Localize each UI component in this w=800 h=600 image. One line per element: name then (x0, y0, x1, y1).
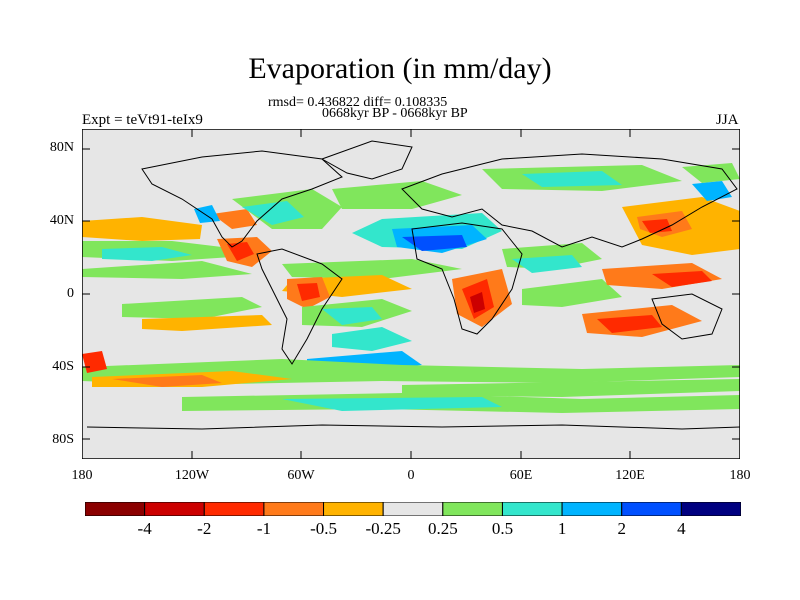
colorbar (85, 502, 741, 516)
lat-label-40s: 40S (52, 359, 74, 374)
colorbar-label: 0.25 (427, 519, 458, 538)
colorbar-label: -0.5 (310, 519, 337, 538)
lon-label-180e: 180 (729, 468, 751, 483)
period-subtitle: 0668kyr BP - 0668kyr BP (322, 106, 468, 121)
evaporation-map (82, 129, 740, 459)
colorbar-swatch (323, 502, 384, 516)
colorbar-swatch (85, 502, 146, 516)
colorbar-swatch (263, 502, 325, 516)
lon-label-180w: 180 (71, 468, 93, 483)
season-label: JJA (716, 112, 739, 128)
colorbar-label: 2 (617, 519, 626, 538)
colorbar-label: 4 (677, 519, 686, 538)
colorbar-label: -1 (256, 519, 271, 538)
colorbar-swatch (203, 502, 265, 516)
lon-label-0: 0 (407, 468, 415, 483)
coastlines (86, 140, 740, 430)
stats-subtitle: rmsd= 0.436822 diff= 0.108335 (268, 95, 448, 110)
colorbar-swatch (442, 502, 503, 516)
lat-label-40n: 40N (49, 213, 74, 228)
colorbar-label: -0.25 (365, 519, 401, 538)
colorbar-label: -2 (197, 519, 212, 538)
lon-label-60w: 60W (287, 468, 315, 483)
anomaly-field (82, 163, 740, 413)
colorbar-swatch (680, 502, 741, 516)
lat-label-0: 0 (67, 286, 74, 301)
colorbar-swatch (382, 502, 444, 516)
lon-label-120e: 120E (615, 468, 645, 483)
colorbar-swatch (144, 502, 205, 516)
lat-label-80n: 80N (49, 140, 74, 155)
lon-label-60e: 60E (509, 468, 533, 483)
lat-label-80s: 80S (52, 432, 74, 447)
colorbar-swatch (501, 502, 563, 516)
colorbar-swatch (621, 502, 682, 516)
experiment-label: Expt = teVt91-teIx9 (82, 112, 203, 128)
map-ticks (82, 129, 740, 459)
map-title: Evaporation (in mm/day) (248, 52, 552, 85)
colorbar-label: 1 (557, 519, 567, 538)
colorbar-label: 0.5 (491, 519, 514, 538)
colorbar-swatch (561, 502, 623, 516)
lon-label-120w: 120W (174, 468, 210, 483)
colorbar-label: -4 (137, 519, 152, 538)
